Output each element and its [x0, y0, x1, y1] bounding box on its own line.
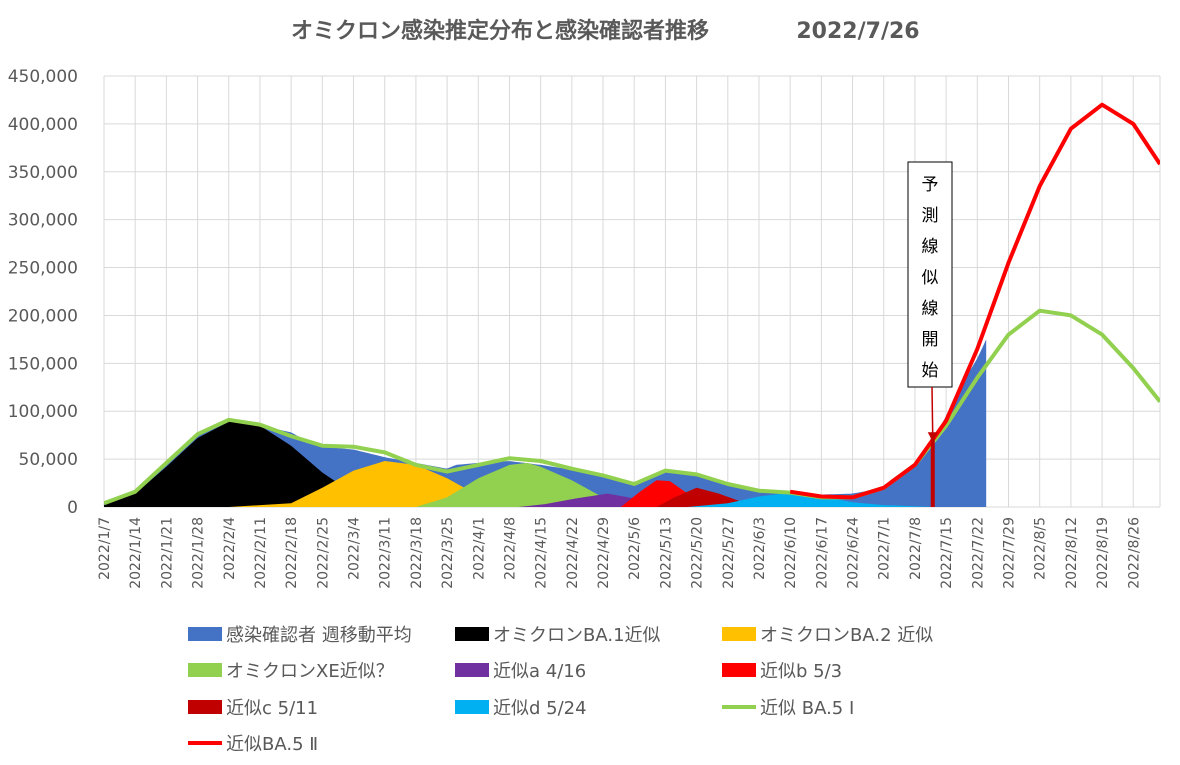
x-tick-label: 2022/2/11 [253, 517, 269, 589]
annotation-char: 開 [922, 330, 939, 350]
y-tick-label: 450,000 [8, 67, 78, 87]
annotation-arrowhead [927, 432, 938, 442]
x-tick-label: 2022/7/15 [939, 517, 955, 589]
x-tick-label: 2022/5/27 [721, 517, 737, 589]
x-tick-label: 2022/4/29 [596, 517, 612, 589]
annotation-char: 始 [922, 361, 939, 381]
x-tick-label: 2022/8/19 [1095, 517, 1111, 589]
y-tick-label: 350,000 [8, 163, 78, 183]
series-series-bars [104, 339, 987, 507]
x-tick-label: 2022/3/4 [347, 517, 363, 580]
x-tick-label: 2022/6/3 [752, 517, 768, 580]
x-tick-label: 2022/2/18 [284, 517, 300, 589]
x-tick-label: 2022/4/8 [502, 517, 518, 580]
annotation-char: 線 [922, 299, 939, 319]
plot-area [104, 102, 1160, 507]
annotation-pointer [931, 386, 934, 439]
chart-date: 2022/7/26 [796, 19, 919, 44]
x-tick-label: 2022/8/5 [1033, 517, 1049, 580]
series-xe-area [415, 462, 635, 507]
x-tick-label: 2022/7/1 [877, 517, 893, 580]
y-tick-label: 100,000 [8, 402, 78, 422]
annotation-char: 線 [922, 237, 939, 257]
x-tick-label: 2022/1/7 [97, 517, 113, 580]
series-ba-5-line [104, 308, 1160, 506]
annotation-char: 予 [922, 175, 939, 195]
x-tick-label: 2022/5/20 [690, 517, 706, 589]
y-tick-label: 300,000 [8, 211, 78, 231]
chart-title: オミクロン感染推定分布と感染確認者推移 [291, 18, 709, 44]
annotation-char: 似 [922, 268, 939, 288]
x-tick-label: 2022/6/10 [783, 517, 799, 589]
x-tick-label: 2022/4/22 [565, 517, 581, 589]
x-tick-label: 2022/1/14 [128, 517, 144, 589]
x-tick-label: 2022/8/12 [1064, 517, 1080, 589]
x-tick-label: 2022/8/26 [1126, 517, 1142, 589]
y-tick-label: 50,000 [19, 450, 78, 470]
series-ba-5-line [789, 102, 1160, 500]
x-tick-label: 2022/1/28 [191, 517, 207, 589]
x-tick-label: 2022/7/8 [908, 517, 924, 580]
y-tick-label: 250,000 [8, 259, 78, 279]
annotation-char: 測 [922, 206, 939, 226]
x-tick-label: 2022/7/29 [1002, 517, 1018, 589]
x-tick-label: 2022/3/25 [440, 517, 456, 589]
y-tick-label: 200,000 [8, 306, 78, 326]
x-tick-label: 2022/5/13 [658, 517, 674, 589]
series-d-5-24-area [687, 492, 933, 507]
x-tick-label: 2022/3/18 [409, 517, 425, 589]
x-tick-label: 2022/5/6 [627, 517, 643, 580]
annotation-box [907, 161, 953, 388]
x-tick-label: 2022/2/4 [222, 517, 238, 580]
x-tick-label: 2022/2/25 [315, 517, 331, 589]
x-tick-label: 2022/3/11 [378, 517, 394, 589]
y-tick-label: 400,000 [8, 115, 78, 135]
x-tick-label: 2022/6/17 [814, 517, 830, 589]
x-tick-label: 2022/1/21 [159, 517, 175, 589]
x-tick-label: 2022/4/15 [534, 517, 550, 589]
x-tick-label: 2022/4/1 [471, 517, 487, 580]
x-tick-label: 2022/7/22 [970, 517, 986, 589]
x-tick-label: 2022/6/24 [846, 517, 862, 589]
y-tick-label: 0 [67, 498, 78, 518]
y-tick-label: 150,000 [8, 354, 78, 374]
